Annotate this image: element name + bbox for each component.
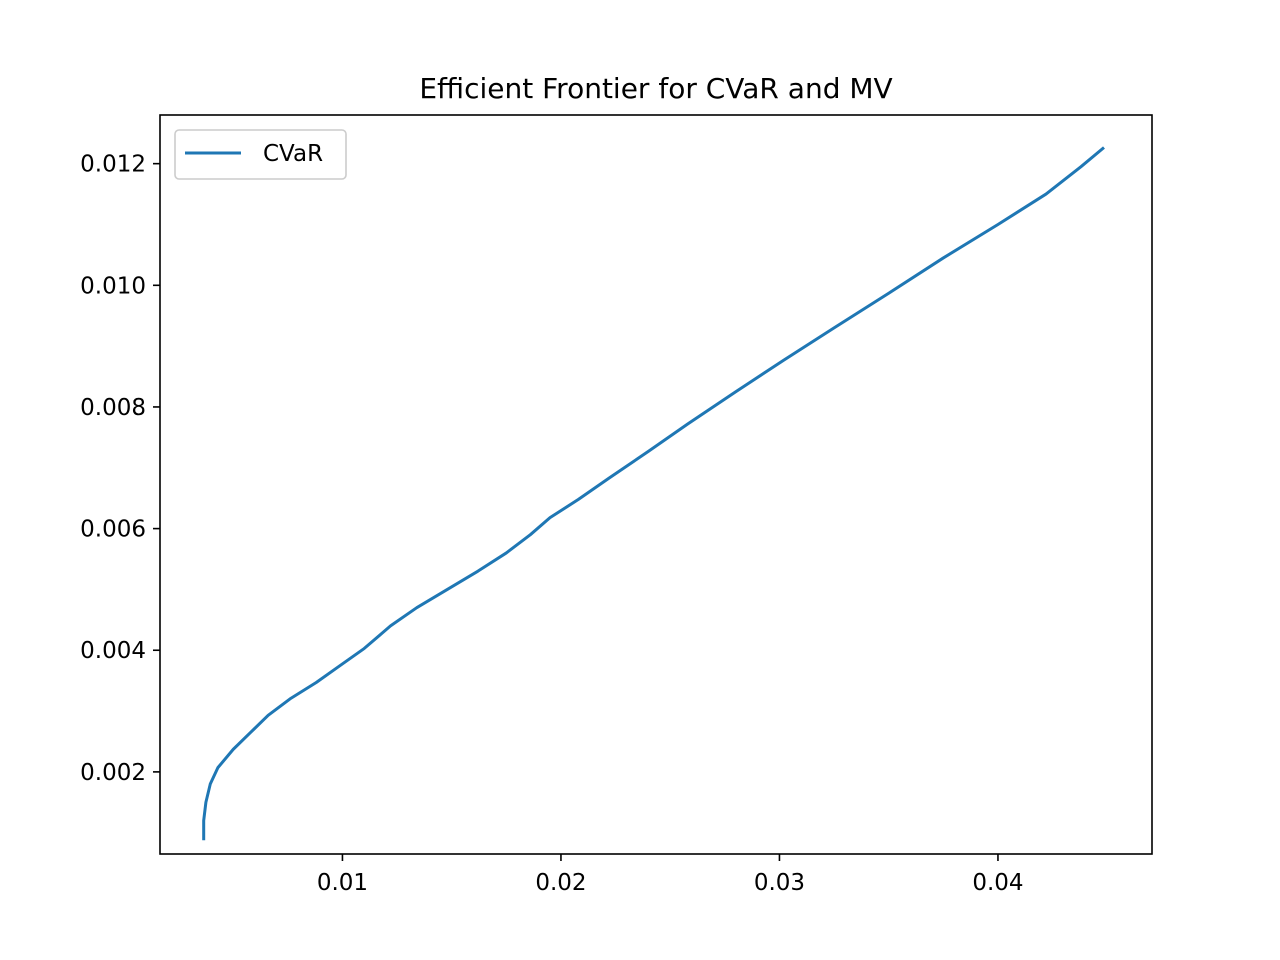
legend: CVaR xyxy=(174,129,347,180)
y-tick-label: 0.010 xyxy=(80,273,146,299)
y-tick-label: 0.002 xyxy=(80,760,146,786)
chart-title: Efficient Frontier for CVaR and MV xyxy=(419,72,892,105)
legend-label-cvar: CVaR xyxy=(263,141,323,167)
x-tick-label: 0.04 xyxy=(972,870,1023,896)
x-tick-label: 0.01 xyxy=(317,870,368,896)
y-tick-label: 0.008 xyxy=(80,395,146,421)
y-axis-ticks: 0.002 0.004 0.006 0.008 0.010 0.012 xyxy=(80,152,160,786)
x-axis-ticks: 0.01 0.02 0.03 0.04 xyxy=(317,854,1024,896)
series-layer xyxy=(202,146,1105,841)
y-tick-label: 0.004 xyxy=(80,638,146,664)
y-tick-label: 0.012 xyxy=(80,152,146,178)
legend-box xyxy=(174,129,347,180)
x-tick-label: 0.02 xyxy=(535,870,586,896)
y-tick-label: 0.006 xyxy=(80,517,146,543)
x-tick-label: 0.03 xyxy=(754,870,805,896)
series-line-cvar xyxy=(202,146,1105,841)
plot-area-frame xyxy=(159,114,1153,855)
